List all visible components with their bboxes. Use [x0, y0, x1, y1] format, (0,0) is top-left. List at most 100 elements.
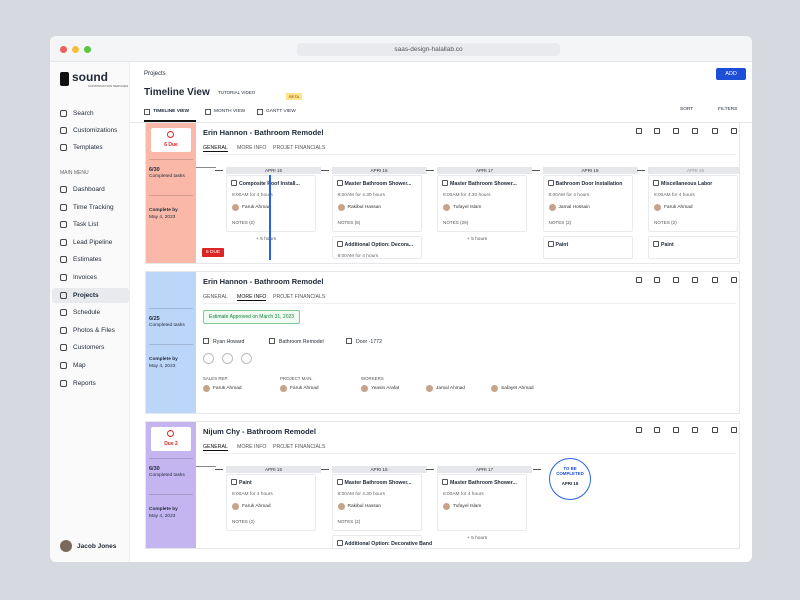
- action-icon[interactable]: [673, 128, 679, 134]
- nav-item[interactable]: Estimates: [73, 256, 102, 264]
- separator: [149, 195, 193, 196]
- contact-icon[interactable]: [203, 353, 214, 364]
- nav-item[interactable]: Search: [73, 110, 94, 117]
- info-type: Bathroom Remodel: [279, 339, 324, 345]
- action-icon[interactable]: [712, 128, 718, 134]
- nav-item[interactable]: Customizations: [73, 127, 118, 134]
- project-tab[interactable]: MORE INFO: [237, 444, 267, 450]
- task-card[interactable]: Master Bathroom Shower... 8:00AM for 4.30…: [331, 474, 422, 531]
- action-icon[interactable]: [654, 277, 660, 283]
- project-name[interactable]: Nijum Chy - Bathroom Remodel: [203, 427, 316, 436]
- project-tab[interactable]: MORE INFO: [237, 294, 267, 301]
- action-icon[interactable]: [636, 128, 642, 134]
- nav-item[interactable]: Lead Pipeline: [73, 238, 113, 246]
- task-card[interactable]: Master Bathroom Shower... 8:00AM for 4.30…: [437, 175, 527, 232]
- project-tab[interactable]: PROJET FINANCIALS: [273, 145, 326, 151]
- project-tab[interactable]: PROJET FINANCIALS: [273, 294, 326, 300]
- action-icon[interactable]: [712, 427, 718, 433]
- add-button[interactable]: ADD: [716, 68, 746, 80]
- project-card: 6/25 Completed tasks Complete by May 4, 202…: [145, 271, 740, 414]
- action-icon[interactable]: [673, 277, 679, 283]
- breadcrumb[interactable]: Projects: [144, 71, 166, 77]
- project-name[interactable]: Erin Hannon - Bathroom Remodel: [203, 277, 324, 286]
- nav-item[interactable]: Reports: [73, 379, 96, 387]
- view-tab[interactable]: GANTT VIEW: [266, 109, 296, 114]
- action-icon[interactable]: [654, 427, 660, 433]
- task-time: 8:00AM for 4 hours: [232, 193, 273, 198]
- action-icon[interactable]: [712, 277, 718, 283]
- contact-icon[interactable]: [241, 353, 252, 364]
- nav-item[interactable]: Dashboard: [73, 186, 105, 193]
- action-icon[interactable]: [731, 427, 737, 433]
- nav-icon: [60, 110, 67, 117]
- nav-item[interactable]: Task List: [73, 221, 99, 229]
- task-card[interactable]: Paint 8:00AM for 4 hours Faruk Ahmad NOTES …: [226, 474, 316, 531]
- progress-label: Completed tasks: [149, 473, 185, 478]
- action-icon[interactable]: [654, 128, 660, 134]
- task-card[interactable]: Master Bathroom Shower... 8:00AM for 4 ho…: [437, 474, 527, 531]
- notes[interactable]: NOTES (29): [443, 220, 469, 225]
- action-icon[interactable]: [636, 277, 642, 283]
- notes[interactable]: NOTES (2): [232, 519, 255, 524]
- nav-item[interactable]: Map: [73, 362, 86, 369]
- task-card[interactable]: Master Bathroom Shower... 8:00AM for 4.30…: [331, 175, 422, 232]
- project-tab[interactable]: GENERAL: [203, 444, 228, 451]
- contact-icon[interactable]: [222, 353, 233, 364]
- project-name[interactable]: Erin Hannon - Bathroom Remodel: [203, 128, 324, 137]
- filters[interactable]: FILTERS: [718, 107, 738, 112]
- address-bar[interactable]: saas-design-halallab.co: [297, 43, 560, 56]
- tutorial-link[interactable]: TUTORIAL VIDEO: [218, 90, 256, 95]
- nav-item[interactable]: Time Tracking: [73, 203, 114, 211]
- nav-item[interactable]: Photos & Files: [73, 326, 115, 334]
- status-text: 6 Due: [164, 142, 178, 148]
- minimize[interactable]: [72, 46, 79, 53]
- notes[interactable]: NOTES (2): [654, 220, 677, 225]
- task-title: Paint: [239, 480, 252, 486]
- task-icon: [336, 479, 343, 485]
- task-card[interactable]: Paint: [542, 236, 633, 259]
- action-icon[interactable]: [673, 427, 679, 433]
- view-tab[interactable]: MONTH VIEW: [214, 109, 246, 114]
- project-tab[interactable]: PROJET FINANCIALS: [273, 444, 326, 450]
- action-icon[interactable]: [731, 128, 737, 134]
- sort[interactable]: SORT: [680, 107, 694, 112]
- nav-icon: [60, 221, 67, 229]
- notes[interactable]: NOTES (2): [337, 519, 361, 524]
- user-name[interactable]: Jacob Jones: [77, 543, 117, 550]
- project-tab[interactable]: GENERAL: [203, 294, 228, 300]
- close[interactable]: [60, 46, 67, 53]
- notes[interactable]: NOTES (2): [548, 220, 572, 225]
- maximize[interactable]: [84, 46, 91, 53]
- action-icon[interactable]: [692, 128, 698, 134]
- task-icon: [442, 180, 448, 186]
- notes[interactable]: NOTES (2): [232, 220, 255, 225]
- arrow: [637, 170, 645, 171]
- timeline-line: [269, 175, 271, 260]
- project-tab[interactable]: GENERAL: [203, 145, 228, 152]
- nav-item[interactable]: Customers: [73, 344, 105, 352]
- action-icon[interactable]: [692, 277, 698, 283]
- task-card[interactable]: Bathroom Door Installation 8:00AM for 4 h…: [542, 175, 633, 232]
- nav-item[interactable]: Templates: [73, 144, 103, 151]
- nav-item[interactable]: Schedule: [73, 309, 101, 317]
- task-card[interactable]: Miscellaneous Labor 8:00AM for 4 hours Far…: [648, 175, 738, 232]
- action-icon[interactable]: [692, 427, 698, 433]
- nav-item[interactable]: Invoices: [73, 274, 97, 281]
- task-card[interactable]: Additional Option: Decorative Band: [331, 535, 432, 548]
- task-card[interactable]: Composite Roof Install... 8:00AM for 4 ho…: [226, 175, 316, 232]
- notes[interactable]: NOTES (8): [337, 220, 361, 225]
- action-icon[interactable]: [731, 277, 737, 283]
- task-card[interactable]: Paint: [648, 236, 738, 259]
- menu-label: MAIN MENU: [60, 170, 89, 176]
- project-tab[interactable]: MORE INFO: [237, 145, 267, 151]
- nav-item[interactable]: Projects: [73, 291, 99, 299]
- action-icon[interactable]: [636, 427, 642, 433]
- view-tab[interactable]: TIMELINE VIEW: [153, 109, 189, 114]
- task-title: Master Bathroom Shower...: [450, 480, 517, 486]
- title-bar: saas-design-halallab.co: [50, 36, 752, 62]
- avatar: [654, 204, 661, 211]
- page-title: Timeline View: [144, 87, 210, 98]
- arrow: [320, 469, 329, 470]
- task-card[interactable]: Additional Option: Decora... 8:00AM for 4…: [331, 236, 422, 259]
- timeline-gap: [196, 466, 216, 467]
